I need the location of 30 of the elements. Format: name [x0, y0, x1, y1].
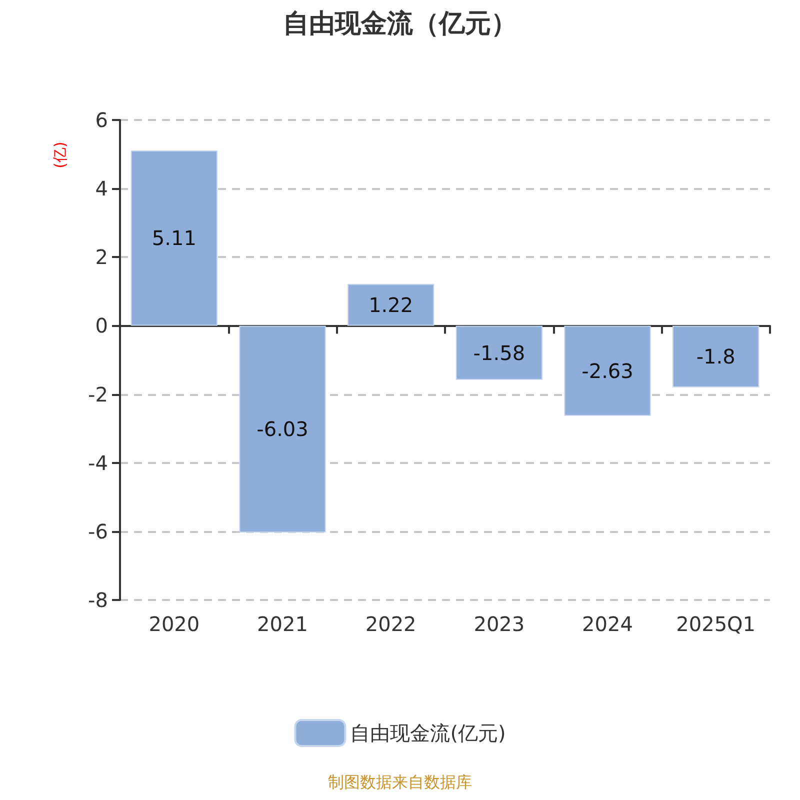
bar	[130, 150, 218, 326]
bar	[239, 326, 326, 532]
y-tick-label: -8	[88, 588, 108, 612]
text: 制图数据来自数据库	[328, 772, 472, 792]
x-tick-label: 2021	[257, 612, 308, 636]
legend-label: 自由现金流(亿元)	[350, 721, 506, 745]
bar	[348, 284, 434, 326]
x-tick-label: 2020	[148, 612, 200, 636]
chart-title: 自由现金流（亿元）	[283, 9, 517, 39]
x-tick-label: 2025Q1	[676, 612, 756, 636]
bar	[564, 326, 651, 416]
y-tick-label: -4	[88, 450, 108, 475]
data-label: 5.11	[152, 226, 196, 250]
bar	[456, 326, 542, 380]
y-tick-label: 6	[95, 108, 108, 132]
data-label: -6.03	[256, 417, 308, 442]
x-tick-label: 2022	[365, 612, 416, 636]
x-tick-label: 2023	[474, 612, 525, 636]
x-tick-label: 2024	[582, 612, 633, 636]
y-tick-label: 0	[95, 314, 108, 338]
y-tick-label: 2	[95, 245, 108, 270]
y-tick-label: -2	[88, 382, 108, 406]
data-label: -2.63	[582, 358, 634, 383]
data-label: -1.8	[696, 344, 736, 369]
y-tick-label: -6	[88, 519, 108, 544]
data-label: -1.58	[473, 340, 526, 365]
bar	[672, 326, 760, 388]
data-label: 1.22	[368, 292, 414, 317]
y-tick-label: 4	[95, 176, 108, 201]
y-axis-title: (亿)	[51, 142, 69, 168]
